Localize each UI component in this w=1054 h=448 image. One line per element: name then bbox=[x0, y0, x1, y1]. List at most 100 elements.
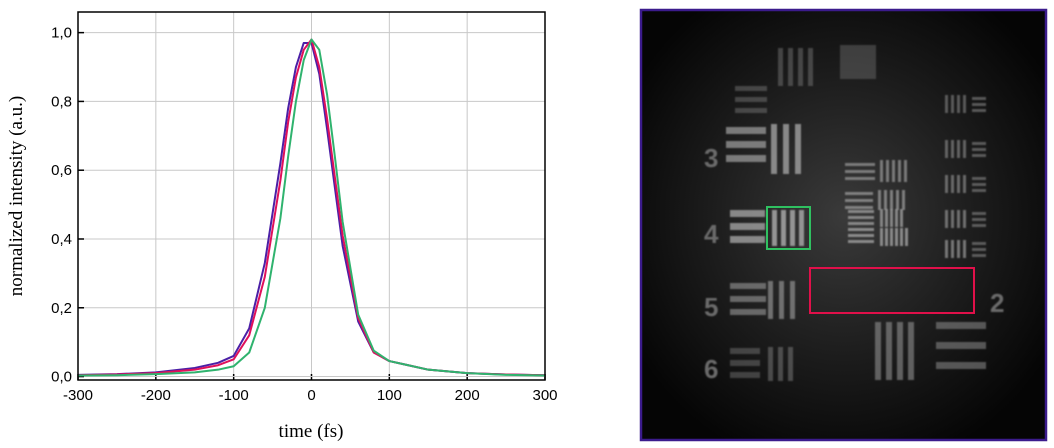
target-bar bbox=[778, 347, 783, 381]
target-bar bbox=[880, 160, 883, 182]
highlight-box bbox=[809, 267, 975, 314]
target-bar bbox=[730, 210, 765, 217]
target-bar bbox=[936, 362, 986, 369]
target-bar bbox=[845, 192, 873, 195]
target-bar bbox=[972, 103, 986, 106]
x-axis-title: time (fs) bbox=[279, 421, 344, 442]
target-bar bbox=[963, 140, 966, 158]
target-bar bbox=[900, 228, 903, 246]
target-bar bbox=[783, 124, 789, 174]
target-bar bbox=[972, 224, 986, 227]
target-bar bbox=[726, 155, 766, 162]
plot-frame bbox=[77, 11, 546, 381]
target-bar bbox=[735, 108, 767, 113]
target-bar bbox=[972, 154, 986, 157]
target-bar bbox=[945, 95, 948, 113]
target-bar bbox=[771, 124, 777, 174]
y-tick-label: 0,8 bbox=[51, 93, 72, 110]
target-bar bbox=[972, 212, 986, 215]
target-bar bbox=[890, 228, 893, 246]
target-bar bbox=[730, 372, 760, 378]
group-number: 3 bbox=[704, 143, 718, 173]
target-bar bbox=[957, 95, 960, 113]
target-bar bbox=[730, 283, 766, 289]
target-bar bbox=[768, 347, 773, 381]
x-tick-label: -100 bbox=[219, 387, 249, 404]
target-bar bbox=[885, 209, 888, 227]
y-axis-title: normalized intensity (a.u.) bbox=[6, 96, 27, 297]
target-bar bbox=[972, 109, 986, 112]
x-tick-label: 0 bbox=[307, 387, 315, 404]
target-bar bbox=[845, 177, 875, 180]
target-bar bbox=[904, 160, 907, 182]
target-bar bbox=[730, 309, 766, 315]
target-bar bbox=[781, 210, 786, 246]
target-bar bbox=[972, 254, 986, 257]
target-bar bbox=[778, 48, 783, 86]
target-bar bbox=[730, 296, 766, 302]
target-bar bbox=[848, 216, 874, 219]
target-bar bbox=[972, 242, 986, 245]
target-bar bbox=[726, 127, 766, 134]
target-bar bbox=[848, 210, 874, 213]
target-bar bbox=[730, 236, 765, 243]
target-bar bbox=[845, 206, 873, 209]
target-bar bbox=[951, 240, 954, 258]
target-bar bbox=[735, 97, 767, 102]
target-bar bbox=[963, 240, 966, 258]
target-bar bbox=[779, 281, 784, 319]
group-number: 6 bbox=[704, 354, 718, 384]
target-bar bbox=[895, 209, 898, 227]
target-bar bbox=[972, 189, 986, 192]
target-bar bbox=[963, 210, 966, 228]
target-bar bbox=[945, 240, 948, 258]
target-bar bbox=[799, 210, 804, 246]
target-bar bbox=[880, 228, 883, 246]
x-tick-label: 100 bbox=[377, 387, 402, 404]
target-bar bbox=[905, 228, 908, 246]
target-bar bbox=[845, 199, 873, 202]
target-bars bbox=[726, 45, 986, 381]
target-bar bbox=[845, 170, 875, 173]
target-bar bbox=[902, 190, 905, 210]
target-bar bbox=[878, 190, 881, 210]
target-bar bbox=[972, 218, 986, 221]
target-bar bbox=[951, 140, 954, 158]
target-bar bbox=[730, 348, 760, 354]
target-bar bbox=[768, 281, 773, 319]
target-bar bbox=[900, 209, 903, 227]
y-tick-label: 0,4 bbox=[51, 231, 72, 248]
target-bar bbox=[886, 160, 889, 182]
line-chart: -300 -200 -100 0 100 200 300 0,0 0,2 0,4 0,6 0,8 1,0 bbox=[51, 11, 558, 404]
target-bar bbox=[972, 97, 986, 100]
y-tick-label: 0,6 bbox=[51, 162, 72, 179]
target-bar bbox=[875, 322, 881, 380]
target-bar bbox=[972, 148, 986, 151]
y-tick-label: 0,2 bbox=[51, 300, 72, 317]
target-bar bbox=[848, 228, 874, 231]
target-bar bbox=[788, 48, 793, 86]
target-bar bbox=[735, 86, 767, 91]
target-bar bbox=[848, 234, 874, 237]
target-bar bbox=[848, 222, 874, 225]
target-bar bbox=[936, 322, 986, 329]
target-bar bbox=[951, 210, 954, 228]
target-bar bbox=[790, 210, 795, 246]
target-bar bbox=[972, 142, 986, 145]
target-bar bbox=[957, 140, 960, 158]
target-bar bbox=[840, 45, 876, 79]
target-bar bbox=[730, 360, 760, 366]
target-bar bbox=[884, 190, 887, 210]
target-bar bbox=[957, 175, 960, 193]
target-bar bbox=[890, 190, 893, 210]
target-bar bbox=[808, 48, 813, 86]
group-number: 4 bbox=[704, 219, 719, 249]
group-number: 5 bbox=[704, 292, 718, 322]
x-tick-label: 200 bbox=[455, 387, 480, 404]
target-bar bbox=[963, 95, 966, 113]
target-bar bbox=[972, 248, 986, 251]
x-tick-label: 300 bbox=[532, 387, 557, 404]
target-bar bbox=[896, 190, 899, 210]
target-bar bbox=[885, 228, 888, 246]
